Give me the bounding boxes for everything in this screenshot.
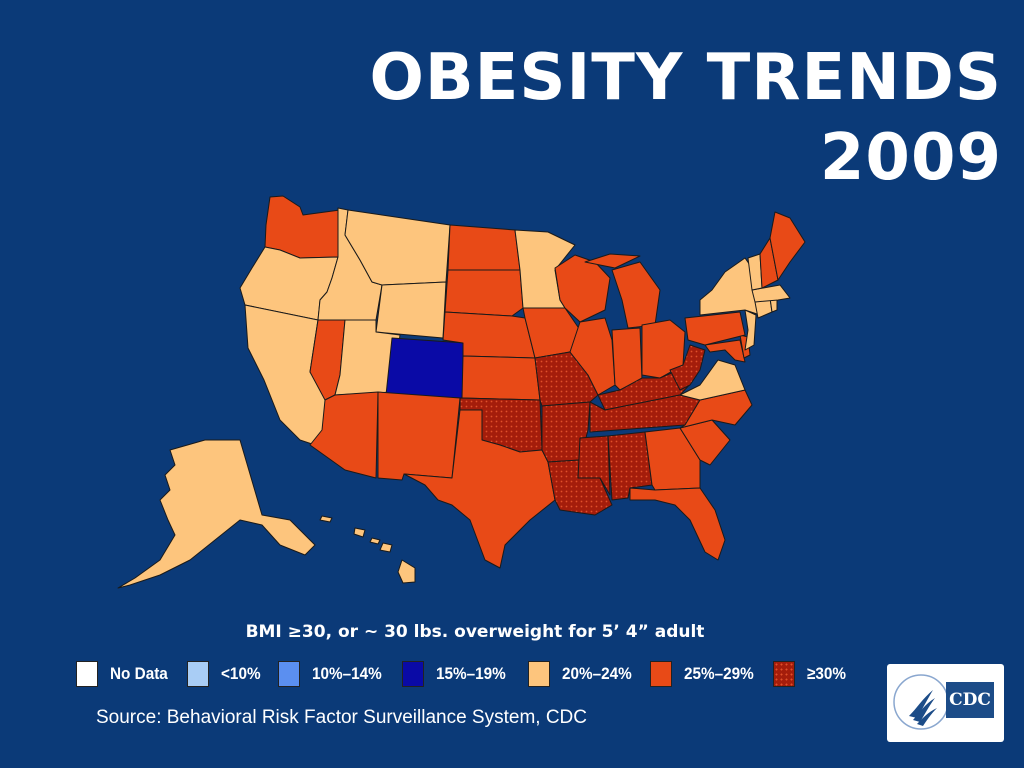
state-colorado	[385, 337, 466, 399]
state-washington	[264, 195, 341, 259]
legend-label-ge30: ≥30%	[807, 664, 847, 683]
state-north-dakota	[447, 224, 521, 271]
source-note: Source: Behavioral Risk Factor Surveilla…	[96, 707, 588, 728]
legend-item-no-data: No Data	[76, 660, 174, 688]
state-west-virginia	[669, 344, 706, 391]
state-mississippi	[577, 435, 611, 496]
legend-item-10-14: 10%–14%	[278, 660, 390, 688]
map-caption: BMI ≥30, or ~ 30 lbs. overweight for 5’ …	[245, 622, 705, 642]
state-texas	[403, 409, 556, 569]
legend-label-no-data: No Data	[110, 664, 168, 683]
legend-swatch-ge30	[773, 661, 795, 687]
state-maine	[769, 211, 806, 281]
state-new-jersey	[744, 309, 757, 351]
legend-swatch-lt10	[187, 661, 209, 687]
state-alaska	[117, 439, 316, 589]
legend-item-ge30: ≥30%	[773, 660, 850, 688]
us-obesity-map	[117, 195, 806, 589]
legend-item-25-29: 25%–29%	[650, 660, 762, 688]
legend-item-15-19: 15%–19%	[402, 660, 514, 688]
state-south-dakota	[444, 269, 524, 317]
state-virginia	[679, 359, 746, 401]
state-kansas	[461, 355, 541, 401]
cdc-logo: CDC	[887, 664, 1004, 742]
state-pennsylvania	[684, 311, 746, 346]
legend-item-20-24: 20%–24%	[528, 660, 640, 688]
legend-label-lt10: <10%	[221, 664, 261, 683]
state-wyoming	[375, 281, 447, 339]
legend-swatch-15-19	[402, 661, 424, 687]
legend-label-15-19: 15%–19%	[436, 664, 506, 683]
state-new-mexico	[377, 391, 461, 481]
title-line-2: 2009	[819, 121, 1002, 195]
legend-swatch-25-29	[650, 661, 672, 687]
page-title: OBESITY TRENDS 2009	[369, 38, 1002, 198]
state-massachusetts	[751, 284, 791, 303]
legend-label-10-14: 10%–14%	[312, 664, 382, 683]
state-illinois	[569, 317, 616, 396]
hhs-eagle-icon	[893, 674, 949, 730]
legend-swatch-10-14	[278, 661, 300, 687]
legend-item-lt10: <10%	[187, 660, 265, 688]
legend-label-25-29: 25%–29%	[684, 664, 754, 683]
cdc-logo-text: CDC	[946, 682, 994, 718]
state-florida	[629, 487, 726, 561]
legend-swatch-20-24	[528, 661, 550, 687]
legend-label-20-24: 20%–24%	[562, 664, 632, 683]
title-line-1: OBESITY TRENDS	[369, 41, 1002, 115]
legend-swatch-no-data	[76, 661, 98, 687]
state-hawaii	[319, 515, 416, 584]
state-arizona	[309, 391, 379, 479]
state-maryland	[704, 339, 746, 363]
state-wisconsin	[554, 254, 611, 323]
